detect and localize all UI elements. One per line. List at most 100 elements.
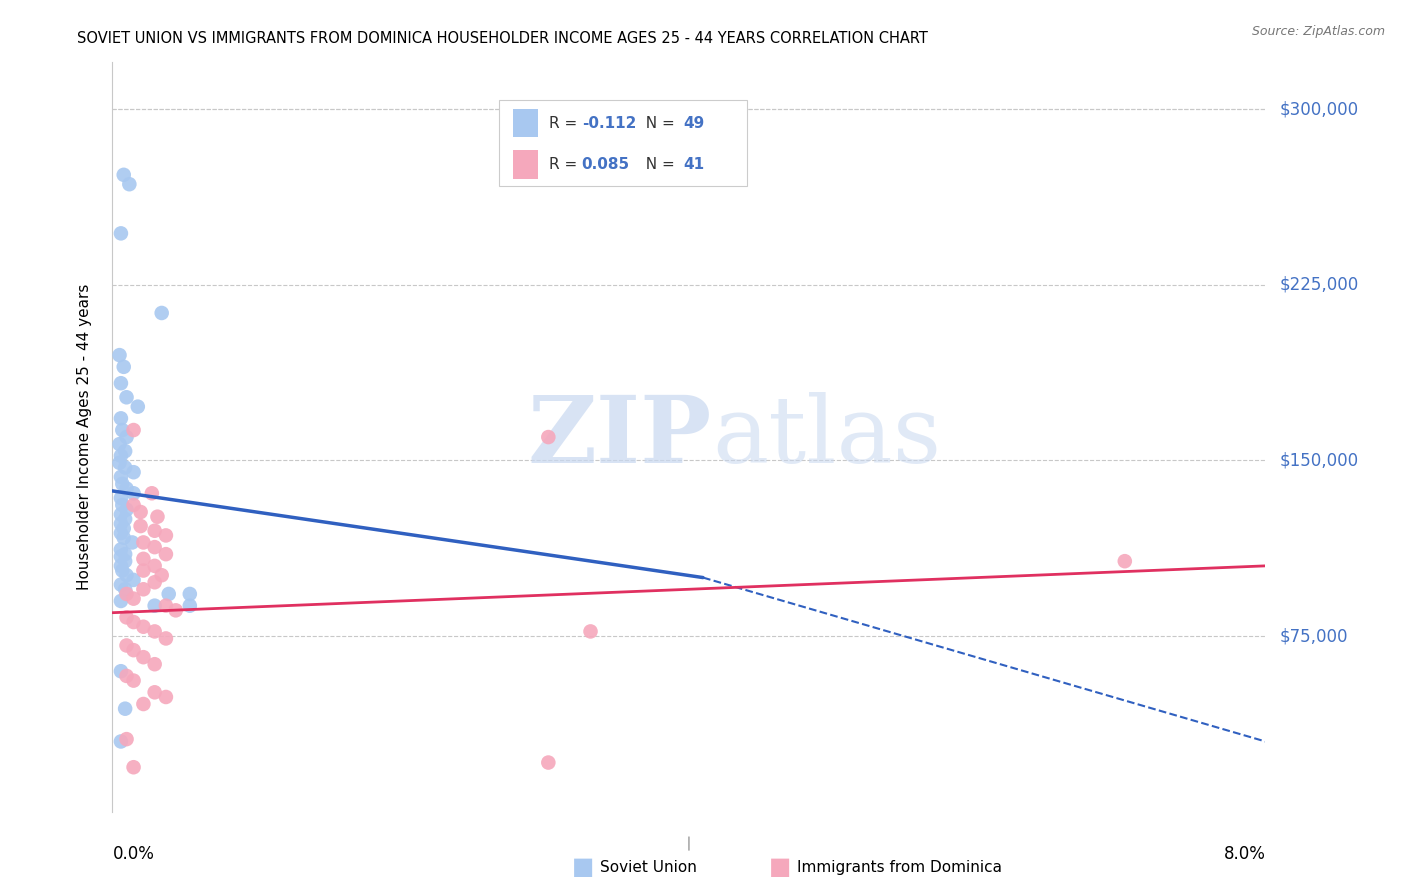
Point bbox=[111, 423, 134, 437]
Text: $300,000: $300,000 bbox=[1279, 100, 1358, 119]
Point bbox=[1114, 554, 1136, 568]
Text: atlas: atlas bbox=[711, 392, 941, 482]
Point bbox=[157, 587, 180, 601]
Point bbox=[537, 430, 560, 444]
Point bbox=[146, 509, 169, 524]
Text: 0.0%: 0.0% bbox=[112, 846, 155, 863]
Text: Soviet Union: Soviet Union bbox=[600, 860, 697, 874]
Text: ■: ■ bbox=[572, 855, 595, 879]
Point bbox=[179, 599, 201, 613]
Point bbox=[108, 456, 131, 470]
Text: ZIP: ZIP bbox=[527, 392, 711, 482]
Point bbox=[110, 227, 132, 241]
Point bbox=[122, 573, 145, 587]
Text: SOVIET UNION VS IMMIGRANTS FROM DOMINICA HOUSEHOLDER INCOME AGES 25 - 44 YEARS C: SOVIET UNION VS IMMIGRANTS FROM DOMINICA… bbox=[77, 31, 928, 46]
Text: $150,000: $150,000 bbox=[1279, 451, 1358, 469]
Text: 0.085: 0.085 bbox=[582, 157, 630, 172]
Text: ■: ■ bbox=[769, 855, 792, 879]
Point bbox=[132, 564, 155, 578]
Point bbox=[122, 498, 145, 512]
Point bbox=[114, 701, 136, 715]
Point bbox=[110, 491, 132, 505]
Point bbox=[122, 486, 145, 500]
Point bbox=[115, 610, 138, 624]
Point bbox=[122, 760, 145, 774]
Point bbox=[132, 551, 155, 566]
Point bbox=[114, 582, 136, 597]
Point bbox=[132, 535, 155, 549]
Point bbox=[122, 423, 145, 437]
Point bbox=[110, 734, 132, 748]
Point bbox=[112, 359, 135, 374]
Point bbox=[122, 465, 145, 479]
Point bbox=[155, 528, 177, 542]
Point bbox=[165, 603, 187, 617]
Point bbox=[110, 411, 132, 425]
Point bbox=[143, 558, 166, 573]
Point bbox=[115, 639, 138, 653]
Point bbox=[150, 568, 173, 582]
Text: R =: R = bbox=[550, 157, 582, 172]
Point bbox=[143, 575, 166, 590]
Point bbox=[112, 531, 135, 545]
Text: 49: 49 bbox=[683, 116, 704, 130]
Text: 8.0%: 8.0% bbox=[1223, 846, 1265, 863]
Point bbox=[110, 516, 132, 531]
Point bbox=[143, 685, 166, 699]
Point bbox=[110, 549, 132, 564]
Text: -0.112: -0.112 bbox=[582, 116, 636, 130]
Point bbox=[121, 535, 143, 549]
Point bbox=[122, 615, 145, 629]
Point bbox=[115, 390, 138, 404]
Point bbox=[115, 502, 138, 516]
Point bbox=[179, 587, 201, 601]
Point bbox=[108, 437, 131, 451]
Point bbox=[155, 547, 177, 561]
Point bbox=[114, 554, 136, 568]
Text: $75,000: $75,000 bbox=[1279, 627, 1348, 645]
FancyBboxPatch shape bbox=[513, 109, 538, 137]
Point bbox=[108, 348, 131, 362]
Point bbox=[150, 306, 173, 320]
Point bbox=[122, 643, 145, 657]
Point bbox=[132, 620, 155, 634]
Point bbox=[110, 577, 132, 591]
Point bbox=[129, 519, 152, 533]
FancyBboxPatch shape bbox=[513, 150, 538, 178]
Point bbox=[132, 582, 155, 597]
Point bbox=[132, 650, 155, 665]
Point bbox=[143, 524, 166, 538]
Point bbox=[111, 564, 134, 578]
Point bbox=[143, 657, 166, 672]
Text: N =: N = bbox=[636, 157, 679, 172]
Point bbox=[115, 430, 138, 444]
Point bbox=[122, 673, 145, 688]
Point bbox=[141, 486, 163, 500]
FancyBboxPatch shape bbox=[499, 100, 747, 186]
Point bbox=[110, 508, 132, 522]
Text: Source: ZipAtlas.com: Source: ZipAtlas.com bbox=[1251, 25, 1385, 38]
Point bbox=[110, 470, 132, 484]
Point bbox=[155, 690, 177, 704]
Point bbox=[155, 599, 177, 613]
Point bbox=[118, 177, 141, 192]
Point bbox=[110, 526, 132, 541]
Point bbox=[111, 498, 134, 512]
Point bbox=[115, 669, 138, 683]
Point bbox=[114, 460, 136, 475]
Point bbox=[143, 540, 166, 554]
Point bbox=[110, 542, 132, 557]
Point bbox=[155, 632, 177, 646]
Point bbox=[129, 505, 152, 519]
Point bbox=[115, 482, 138, 496]
Point bbox=[115, 732, 138, 747]
Point bbox=[114, 444, 136, 458]
Point bbox=[579, 624, 602, 639]
Text: Immigrants from Dominica: Immigrants from Dominica bbox=[797, 860, 1002, 874]
Point bbox=[132, 697, 155, 711]
Point bbox=[110, 449, 132, 463]
Point bbox=[110, 664, 132, 679]
Point bbox=[111, 476, 134, 491]
Text: N =: N = bbox=[636, 116, 679, 130]
Point bbox=[143, 624, 166, 639]
